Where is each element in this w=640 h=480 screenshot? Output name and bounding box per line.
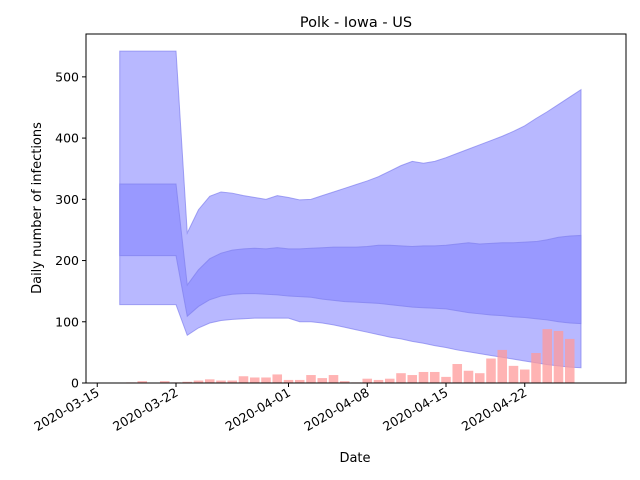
case-bar — [373, 379, 384, 383]
case-bar — [261, 377, 271, 383]
case-bar — [474, 373, 485, 383]
case-bar — [283, 379, 294, 383]
y-tick-label: 200 — [55, 253, 79, 268]
case-bar — [396, 373, 406, 383]
case-bar — [553, 330, 564, 383]
y-tick-label: 500 — [55, 69, 79, 84]
chart-title: Polk - Iowa - US — [300, 15, 412, 31]
case-bar — [486, 358, 496, 383]
case-bar — [204, 379, 215, 383]
case-bar — [407, 375, 418, 383]
case-bar — [328, 375, 339, 383]
y-tick-label: 400 — [55, 131, 79, 146]
x-axis-label: Date — [339, 451, 370, 466]
case-bar — [452, 364, 463, 383]
y-axis-label: Daily number of infections — [30, 122, 45, 294]
case-bar — [227, 380, 238, 383]
case-bar — [238, 376, 249, 383]
case-bar — [362, 378, 373, 383]
case-bar — [306, 375, 316, 383]
case-bar — [384, 378, 395, 383]
case-bar — [272, 374, 283, 383]
inner-forecast-band — [119, 183, 582, 325]
case-bar — [193, 380, 204, 383]
case-bar — [508, 365, 519, 383]
case-bar — [137, 381, 148, 383]
y-tick-label: 300 — [55, 192, 79, 207]
case-bar — [159, 381, 170, 383]
case-bar — [294, 379, 305, 383]
case-bar — [519, 369, 530, 383]
case-bar — [542, 329, 553, 383]
case-bar — [317, 378, 328, 383]
case-bar — [339, 381, 350, 383]
daily-case-bars — [126, 329, 575, 383]
case-bar — [564, 338, 575, 383]
case-bar — [249, 377, 260, 383]
case-bar — [531, 353, 541, 383]
y-tick-label: 0 — [71, 376, 79, 391]
case-bar — [418, 371, 429, 383]
case-bar — [441, 376, 451, 383]
plot-area — [119, 50, 582, 383]
y-tick-label: 100 — [55, 314, 79, 329]
axes-frame — [85, 33, 627, 384]
case-bar — [216, 380, 226, 383]
case-bar — [429, 371, 440, 383]
case-bar — [182, 381, 193, 383]
y-axis-ticks: 0 100 200 300 400 500 — [55, 69, 86, 391]
case-bar — [497, 349, 508, 383]
case-bar — [463, 370, 474, 383]
forecast-bands — [119, 50, 582, 369]
